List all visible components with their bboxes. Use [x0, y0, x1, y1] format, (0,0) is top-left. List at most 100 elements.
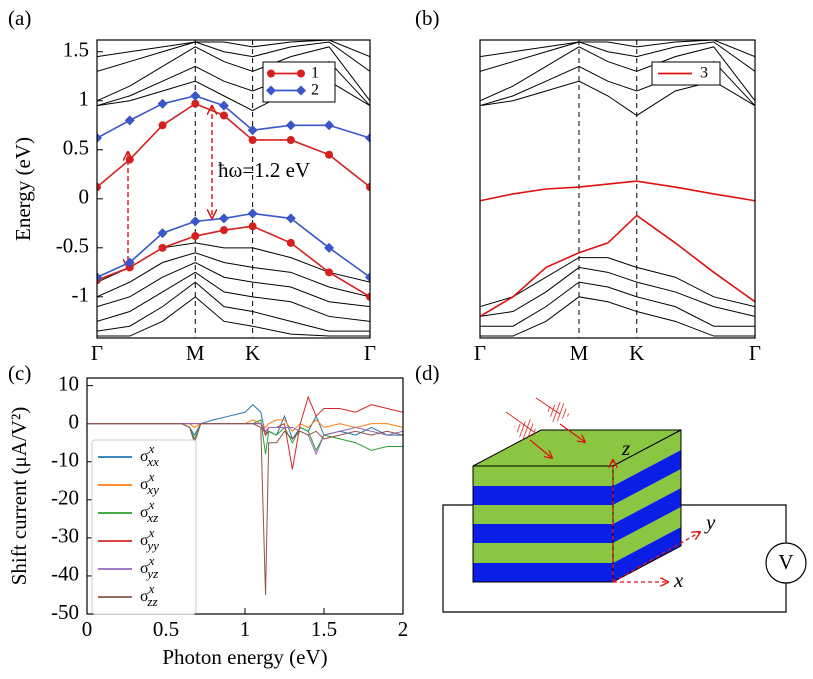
band	[480, 266, 755, 317]
legend-sub: xy	[146, 482, 159, 497]
band	[480, 296, 755, 337]
x-tick-label: 1	[240, 617, 251, 641]
y-tick-label: -40	[51, 562, 79, 586]
ray	[529, 439, 552, 458]
x-tick-label: Γ	[364, 341, 376, 365]
marker	[266, 85, 276, 96]
series-line	[87, 419, 403, 433]
marker	[157, 98, 168, 109]
legend-name: σ	[140, 588, 149, 605]
plot-area	[97, 40, 370, 337]
layer	[473, 466, 613, 486]
marker	[158, 243, 167, 252]
marker	[366, 292, 370, 301]
y-tick-label: -10	[51, 448, 79, 472]
legend-sub: xz	[146, 510, 158, 525]
marker	[285, 213, 296, 224]
marker	[365, 133, 370, 144]
marker	[286, 238, 295, 247]
legend-sup: x	[148, 497, 155, 512]
marker	[248, 222, 257, 231]
light-beam	[546, 400, 570, 424]
legend-label: σx xx	[140, 441, 159, 469]
legend-sub: zz	[146, 594, 157, 609]
x-axis-label: Photon energy (eV)	[162, 645, 327, 669]
legend-sub: yz	[145, 566, 158, 581]
legend-sub: yy	[145, 538, 159, 553]
band	[480, 180, 755, 202]
marker	[366, 183, 370, 192]
legend-label: σx yz	[140, 553, 158, 581]
legend-name: σ	[140, 504, 149, 521]
layer	[473, 524, 613, 543]
marker	[296, 85, 306, 96]
marker	[247, 208, 258, 219]
y-tick-label: 10	[58, 371, 79, 395]
x-tick-label: 1.5	[311, 617, 337, 641]
y-tick-label: 1.5	[63, 38, 89, 62]
side-layer	[613, 430, 681, 486]
x-label: x	[673, 568, 684, 592]
plot-frame	[96, 39, 371, 339]
marker	[190, 90, 201, 101]
plot-area	[87, 395, 403, 595]
marker	[97, 183, 101, 192]
band	[480, 46, 755, 102]
marker	[219, 111, 228, 120]
legend-box	[262, 61, 336, 103]
panel: (b) Γ M K Γ 3	[415, 6, 761, 365]
plot-area	[480, 40, 755, 337]
legend-sup: x	[148, 441, 155, 456]
y-tick-label: 0.5	[63, 136, 89, 160]
legend-sup: x	[148, 469, 155, 484]
panel: (c) Shift current (μA/V²) Photon energy (e…	[7, 361, 408, 669]
legend-sub: xx	[146, 454, 159, 469]
y-label: y	[704, 510, 716, 534]
x-tick-label: K	[245, 341, 260, 365]
x-tick-label: Γ	[474, 341, 486, 365]
band	[480, 40, 755, 58]
legend: 3	[651, 61, 721, 86]
light	[505, 397, 585, 458]
side-layer	[613, 527, 681, 582]
ray	[535, 397, 561, 415]
legend: 12	[262, 61, 336, 103]
y-axis-label: Energy (eV)	[11, 137, 35, 241]
marker	[124, 115, 135, 126]
ray	[559, 423, 585, 442]
legend-label: 2	[311, 81, 319, 98]
legend-sup: x	[148, 525, 155, 540]
series-line	[87, 423, 403, 595]
panel-label: (a)	[8, 6, 31, 30]
marker	[286, 135, 295, 144]
marker	[218, 100, 229, 111]
x-tick-label: Γ	[749, 341, 761, 365]
plot-frame	[86, 377, 404, 615]
band	[97, 252, 370, 298]
ray	[505, 411, 535, 433]
marker	[97, 133, 102, 144]
legend-label: σx zz	[140, 581, 158, 609]
marker	[324, 120, 335, 131]
side-layer	[613, 450, 681, 505]
band	[480, 41, 755, 72]
y-axis-label: Shift current (μA/V²)	[7, 407, 31, 586]
y-tick-label: 0	[69, 409, 80, 433]
y-tick-label: 1	[79, 87, 90, 111]
band	[480, 80, 755, 117]
marker	[218, 213, 229, 224]
marker	[125, 155, 134, 164]
layer	[473, 505, 613, 524]
legend-name: 3	[700, 64, 708, 81]
y-tick-label: -1	[72, 283, 90, 307]
annotation: ħω=1.2 eV	[218, 158, 310, 182]
legend-sup: x	[148, 581, 155, 596]
transition-arrows	[128, 106, 212, 268]
voltmeter	[765, 542, 807, 584]
legend-name: 1	[311, 64, 319, 81]
series-line	[87, 403, 403, 440]
legend-label: σx xy	[140, 469, 159, 497]
band	[480, 214, 755, 318]
